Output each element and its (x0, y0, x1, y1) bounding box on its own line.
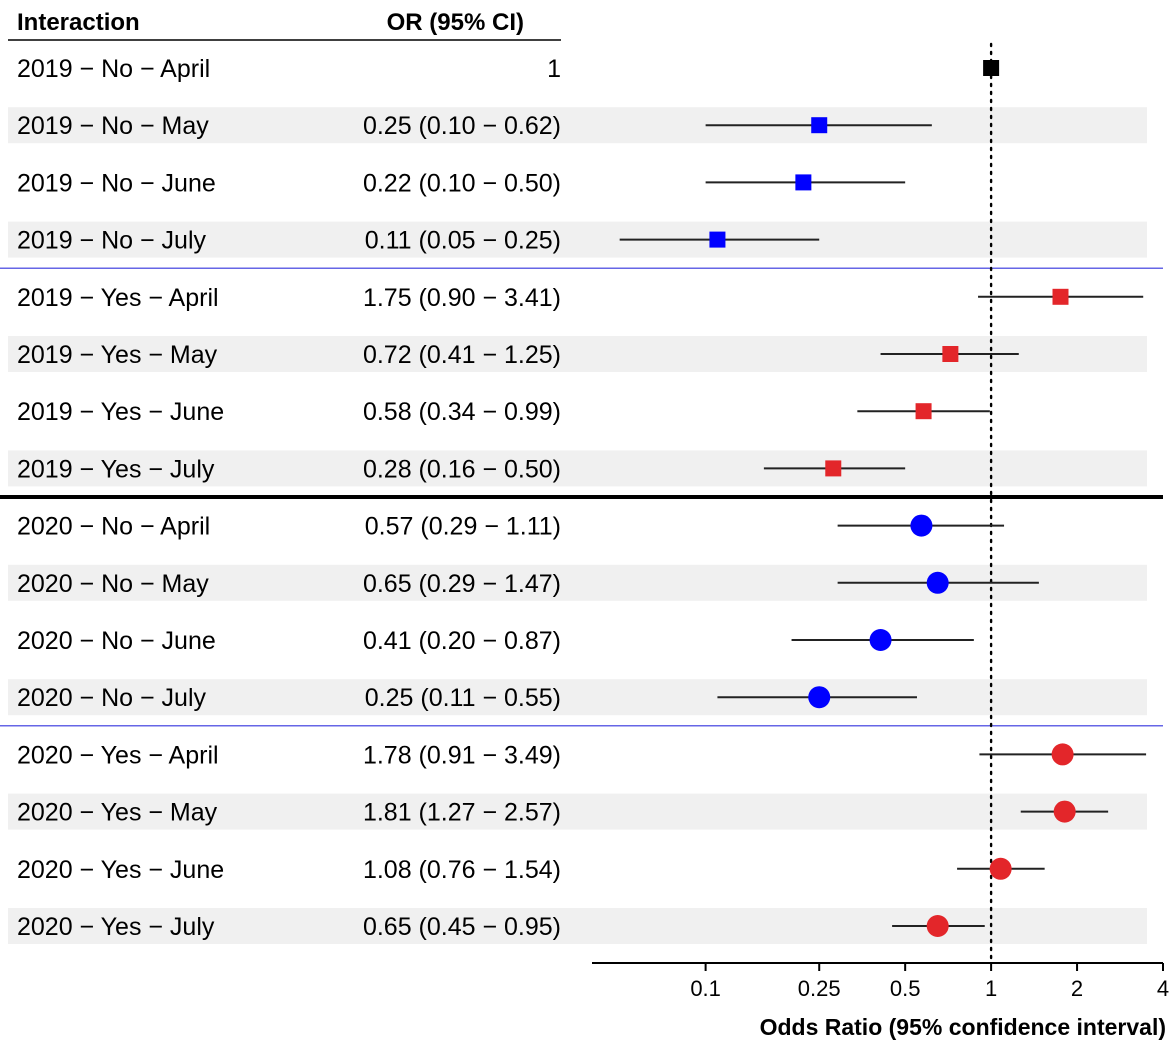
x-tick-label: 0.25 (798, 976, 841, 1001)
or-circle-marker (910, 514, 933, 537)
or-circle-marker (926, 915, 949, 937)
row-label: 2020 − Yes − June (17, 856, 224, 884)
row-stripe (8, 221, 1147, 258)
row-label: 2019 − Yes − May (17, 341, 218, 369)
or-square-marker (795, 174, 812, 191)
row-or-value: 0.57 (0.29 − 1.11) (365, 513, 561, 541)
row-or-value: 1.78 (0.91 − 3.49) (363, 741, 561, 769)
row-or-value: 1.75 (0.90 − 3.41) (363, 284, 561, 312)
row-label: 2019 − No − April (17, 55, 210, 83)
row-label: 2020 − No − April (17, 513, 210, 541)
x-tick-label: 4 (1157, 976, 1169, 1001)
row-stripe (8, 107, 1147, 144)
row-labels: 2019 − No − April 1 2019 − No − May 0.25 (0… (17, 55, 561, 941)
row-label: 2020 − No − June (17, 627, 216, 655)
interaction-column-header: Interaction (17, 9, 140, 36)
row-label: 2020 − Yes − July (17, 913, 215, 941)
x-tick-label: 0.5 (890, 976, 921, 1001)
or-square-marker (1052, 288, 1069, 305)
or-square-marker (983, 60, 1000, 76)
row-label: 2019 − Yes − June (17, 398, 224, 426)
or-square-marker (825, 460, 842, 477)
row-or-value: 0.41 (0.20 − 0.87) (363, 627, 561, 655)
row-label: 2020 − Yes − May (17, 799, 218, 827)
row-or-value: 0.58 (0.34 − 0.99) (363, 398, 561, 426)
x-axis: 0.1 0.25 0.5 1 2 4 (592, 962, 1169, 1001)
or-circle-marker (1051, 743, 1074, 766)
row-or-value: 0.25 (0.10 − 0.62) (363, 112, 561, 140)
or-circle-marker (926, 571, 949, 594)
row-stripe (8, 450, 1147, 487)
or-ci-column-header: OR (95% CI) (387, 9, 524, 36)
row-label: 2019 − No − June (17, 169, 216, 197)
or-circle-marker (869, 629, 892, 651)
row-or-value: 0.72 (0.41 − 1.25) (363, 341, 561, 369)
row-or-value: 0.11 (0.05 − 0.25) (365, 227, 561, 255)
or-square-marker (942, 346, 959, 362)
row-or-value: 1.08 (0.76 − 1.54) (363, 856, 561, 884)
row-or-value: 0.22 (0.10 − 0.50) (363, 169, 561, 197)
or-square-marker (811, 117, 828, 134)
or-circle-marker (808, 686, 831, 709)
row-stripe (8, 793, 1147, 830)
row-label: 2019 − Yes − July (17, 455, 215, 483)
row-stripe (8, 679, 1147, 716)
estimate-marks (619, 60, 1147, 937)
row-label: 2019 − No − July (17, 227, 207, 255)
row-or-value: 0.25 (0.11 − 0.55) (365, 684, 561, 712)
row-or-value: 1 (547, 55, 561, 83)
group-separators (0, 267, 1163, 727)
or-square-marker (709, 231, 726, 248)
row-stripes (8, 107, 1147, 944)
x-tick-label: 0.1 (690, 976, 721, 1001)
row-label: 2019 − Yes − April (17, 284, 219, 312)
row-label: 2019 − No − May (17, 112, 209, 140)
row-or-value: 0.65 (0.29 − 1.47) (363, 570, 561, 598)
row-or-value: 0.28 (0.16 − 0.50) (363, 455, 561, 483)
or-circle-marker (1053, 800, 1076, 823)
x-tick-label: 1 (985, 976, 997, 1001)
x-tick-label: 2 (1071, 976, 1083, 1001)
row-or-value: 1.81 (1.27 − 2.57) (363, 799, 561, 827)
row-label: 2020 − No − May (17, 570, 209, 598)
row-label: 2020 − No − July (17, 684, 207, 712)
x-axis-title: Odds Ratio (95% confidence interval) (760, 1014, 1166, 1040)
row-or-value: 0.65 (0.45 − 0.95) (363, 913, 561, 941)
or-circle-marker (989, 857, 1012, 880)
or-square-marker (915, 403, 932, 420)
row-label: 2020 − Yes − April (17, 741, 219, 769)
